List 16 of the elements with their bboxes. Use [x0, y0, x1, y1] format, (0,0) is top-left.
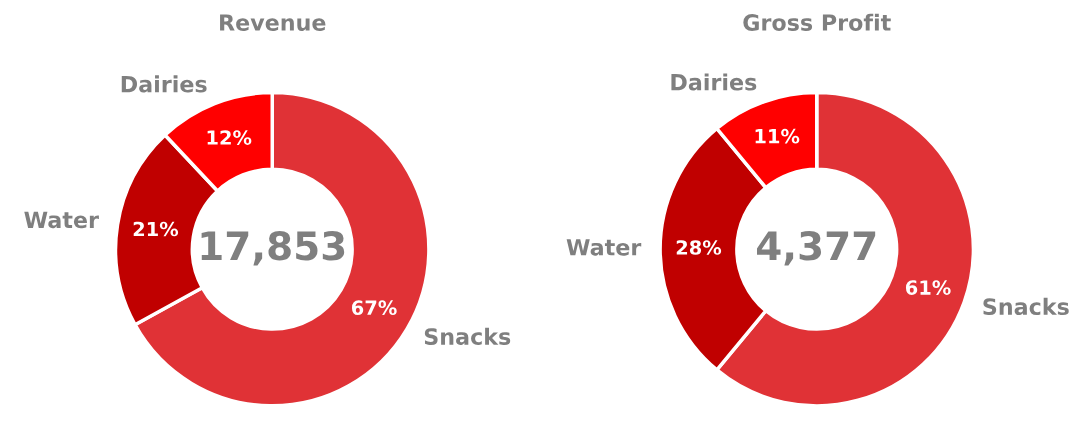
data-label: 12%	[207, 130, 252, 145]
slice-label: Water	[566, 239, 642, 256]
slice-label: Snacks	[983, 297, 1069, 316]
data-label: 61%	[905, 280, 951, 295]
data-label: 67%	[351, 300, 397, 316]
data-label: 28%	[676, 240, 722, 255]
data-label: 11%	[755, 128, 800, 144]
chart-title: Revenue	[220, 14, 326, 31]
slice-label: Snacks	[424, 327, 511, 345]
text: 17,853	[201, 231, 345, 266]
chart-title: Gross Profit	[743, 13, 891, 31]
slice-label: Dairies	[671, 73, 757, 91]
slice-label: Water	[24, 211, 99, 229]
data-label: 21%	[133, 221, 179, 237]
slice-label: Dairies	[121, 75, 207, 93]
text: 4,377	[757, 231, 876, 266]
